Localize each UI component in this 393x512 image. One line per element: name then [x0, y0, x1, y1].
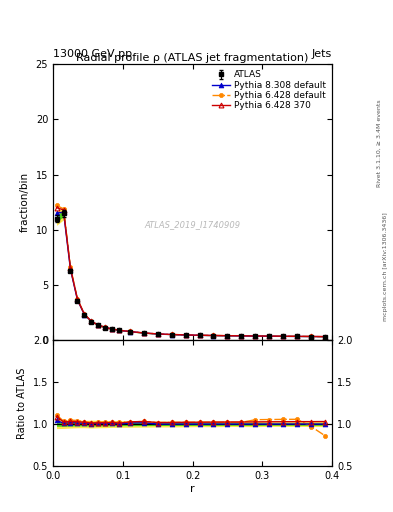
- Pythia 8.308 default: [183, 332, 188, 338]
- Pythia 6.428 default: [211, 332, 216, 338]
- Pythia 8.308 default: [309, 333, 314, 339]
- Pythia 6.428 370: [253, 333, 258, 339]
- Pythia 6.428 default: [309, 333, 314, 339]
- Pythia 8.308 default: [89, 318, 94, 325]
- Pythia 6.428 default: [295, 333, 299, 339]
- Pythia 8.308 default: [127, 329, 132, 335]
- Pythia 6.428 default: [61, 206, 66, 212]
- Pythia 8.308 default: [110, 326, 115, 332]
- Pythia 8.308 default: [197, 332, 202, 338]
- Pythia 6.428 370: [54, 205, 59, 211]
- Text: Rivet 3.1.10, ≥ 3.4M events: Rivet 3.1.10, ≥ 3.4M events: [377, 99, 382, 187]
- Pythia 8.308 default: [82, 312, 87, 318]
- Pythia 8.308 default: [323, 334, 327, 340]
- Pythia 6.428 370: [239, 333, 244, 339]
- Pythia 8.308 default: [267, 333, 272, 339]
- Line: Pythia 6.428 370: Pythia 6.428 370: [54, 205, 327, 339]
- Pythia 6.428 default: [267, 333, 272, 339]
- Y-axis label: fraction/bin: fraction/bin: [20, 172, 30, 232]
- Pythia 6.428 370: [82, 311, 87, 317]
- Pythia 8.308 default: [54, 210, 59, 216]
- Pythia 8.308 default: [96, 322, 101, 328]
- Pythia 6.428 default: [127, 328, 132, 334]
- Pythia 8.308 default: [68, 267, 73, 273]
- Pythia 6.428 370: [309, 333, 314, 339]
- X-axis label: r: r: [190, 483, 195, 494]
- Text: mcplots.cern.ch [arXiv:1306.3436]: mcplots.cern.ch [arXiv:1306.3436]: [383, 212, 387, 321]
- Pythia 6.428 default: [82, 311, 87, 317]
- Pythia 6.428 370: [197, 332, 202, 338]
- Pythia 6.428 370: [89, 318, 94, 325]
- Pythia 6.428 default: [117, 327, 122, 333]
- Pythia 6.428 370: [211, 332, 216, 338]
- Pythia 6.428 default: [197, 332, 202, 338]
- Pythia 6.428 default: [54, 202, 59, 208]
- Pythia 6.428 370: [155, 331, 160, 337]
- Pythia 6.428 default: [96, 322, 101, 328]
- Pythia 6.428 370: [68, 265, 73, 271]
- Pythia 6.428 default: [75, 296, 80, 302]
- Pythia 6.428 default: [169, 331, 174, 337]
- Legend: ATLAS, Pythia 8.308 default, Pythia 6.428 default, Pythia 6.428 370: ATLAS, Pythia 8.308 default, Pythia 6.42…: [209, 67, 329, 114]
- Pythia 6.428 default: [183, 332, 188, 338]
- Pythia 6.428 370: [96, 322, 101, 328]
- Pythia 8.308 default: [61, 209, 66, 215]
- Pythia 8.308 default: [117, 327, 122, 333]
- Title: Radial profile ρ (ATLAS jet fragmentation): Radial profile ρ (ATLAS jet fragmentatio…: [76, 53, 309, 63]
- Pythia 6.428 default: [155, 331, 160, 337]
- Pythia 8.308 default: [253, 333, 258, 339]
- Pythia 8.308 default: [155, 331, 160, 337]
- Pythia 6.428 default: [141, 330, 146, 336]
- Pythia 6.428 370: [267, 333, 272, 339]
- Pythia 6.428 default: [68, 264, 73, 270]
- Pythia 6.428 370: [117, 327, 122, 333]
- Pythia 8.308 default: [295, 333, 299, 339]
- Pythia 6.428 370: [103, 324, 108, 330]
- Line: Pythia 8.308 default: Pythia 8.308 default: [54, 210, 327, 339]
- Line: Pythia 6.428 default: Pythia 6.428 default: [55, 203, 327, 339]
- Y-axis label: Ratio to ATLAS: Ratio to ATLAS: [17, 368, 27, 439]
- Pythia 8.308 default: [211, 332, 216, 338]
- Pythia 6.428 370: [141, 330, 146, 336]
- Pythia 6.428 default: [281, 333, 286, 339]
- Pythia 6.428 default: [239, 333, 244, 339]
- Pythia 8.308 default: [75, 297, 80, 303]
- Pythia 6.428 370: [61, 207, 66, 213]
- Pythia 6.428 370: [183, 332, 188, 338]
- Pythia 6.428 370: [127, 328, 132, 334]
- Pythia 6.428 default: [253, 333, 258, 339]
- Pythia 8.308 default: [103, 325, 108, 331]
- Pythia 8.308 default: [239, 333, 244, 339]
- Pythia 6.428 370: [169, 331, 174, 337]
- Pythia 6.428 370: [295, 333, 299, 339]
- Pythia 6.428 default: [225, 333, 230, 339]
- Pythia 6.428 370: [75, 296, 80, 303]
- Pythia 6.428 370: [323, 333, 327, 339]
- Pythia 6.428 default: [323, 334, 327, 340]
- Pythia 8.308 default: [169, 331, 174, 337]
- Pythia 6.428 370: [225, 333, 230, 339]
- Pythia 6.428 default: [103, 324, 108, 330]
- Text: ATLAS_2019_I1740909: ATLAS_2019_I1740909: [145, 220, 241, 229]
- Pythia 8.308 default: [141, 330, 146, 336]
- Pythia 8.308 default: [281, 333, 286, 339]
- Pythia 6.428 370: [110, 326, 115, 332]
- Pythia 8.308 default: [225, 333, 230, 339]
- Pythia 6.428 default: [89, 318, 94, 324]
- Pythia 6.428 default: [110, 326, 115, 332]
- Text: Jets: Jets: [312, 49, 332, 59]
- Text: 13000 GeV pp: 13000 GeV pp: [53, 49, 132, 59]
- Pythia 6.428 370: [281, 333, 286, 339]
